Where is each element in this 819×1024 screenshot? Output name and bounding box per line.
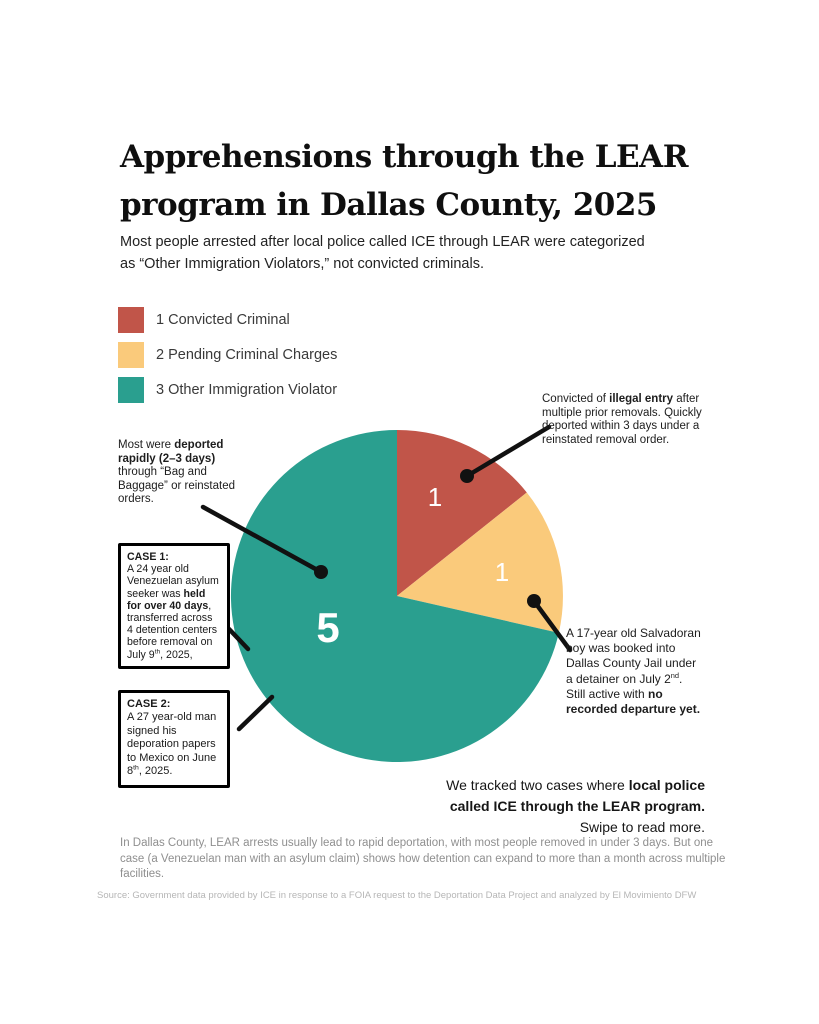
- legend-item-pending-charges: 2 Pending Criminal Charges: [118, 342, 337, 368]
- annotation-salvadoran: A 17-year old Salvadoran boy was booked …: [566, 626, 703, 717]
- tracked-bold-text: local police: [628, 777, 705, 793]
- case1-box: CASE 1: A 24 year old Venezuelan asylum …: [118, 543, 230, 669]
- callout-line-case2: [236, 694, 275, 732]
- swipe-to-read-more: Swipe to read more.: [579, 819, 705, 835]
- case2-heading: CASE 2:: [127, 698, 171, 710]
- callout-line-convicted: [464, 424, 552, 479]
- callout-dot-salvadoran: [527, 594, 541, 608]
- tracked-cases-note: We tracked two cases where local police …: [405, 775, 705, 838]
- legend-item-other-violator: 3 Other Immigration Violator: [118, 377, 337, 403]
- slice-label-convicted: 1: [428, 482, 442, 512]
- callout-dot-convicted: [460, 469, 474, 483]
- annotation-text: through “Bag and Baggage” or reinstated …: [118, 466, 235, 506]
- pie-slice-other-violator: [230, 430, 559, 763]
- annotation-text: . Still active with: [566, 671, 683, 701]
- case2-box: CASE 2: A 27 year-old man signed his dep…: [118, 690, 230, 788]
- case1-heading: CASE 1:: [127, 551, 169, 563]
- case1-superscript: th: [154, 648, 161, 656]
- annotation-text: Most were: [118, 439, 175, 451]
- callout-dot-deported: [314, 565, 328, 579]
- annotation-bold-text: deported rapidly (2–3 days): [118, 439, 224, 465]
- legend-swatch-teal: [118, 377, 144, 403]
- footer-paragraph: In Dallas County, LEAR arrests usually l…: [120, 837, 726, 880]
- slice-label-pending: 1: [495, 557, 509, 587]
- source-attribution: Source: Government data provided by ICE …: [97, 890, 697, 901]
- case1-text: , transferred across 4 detention centers…: [127, 599, 218, 661]
- page-title-line2: program in Dallas County, 2025: [120, 187, 658, 223]
- case1-text: A 24 year old Venezuelan asylum seeker w…: [127, 563, 219, 600]
- case2-text: A 27 year-old man signed his deporation …: [127, 711, 217, 778]
- annotation-text: A 17-year old Salvadoran boy was booked …: [566, 626, 701, 686]
- chart-legend: 1 Convicted Criminal 2 Pending Criminal …: [118, 307, 337, 412]
- annotation-bold-text: illegal entry: [609, 393, 674, 405]
- annotation-convicted: Convicted of illegal entry after multipl…: [542, 393, 706, 447]
- legend-swatch-yellow: [118, 342, 144, 368]
- callout-line-deported: [200, 504, 324, 575]
- pie-slice-convicted-criminal: [397, 430, 527, 596]
- case2-superscript: th: [133, 764, 139, 772]
- page-title-line1: Apprehensions through the LEAR: [120, 139, 688, 175]
- case1-text: , 2025,: [160, 648, 193, 661]
- slice-label-other: 5: [316, 604, 339, 651]
- annotation-superscript: nd: [670, 670, 680, 680]
- annotation-deported: Most were deported rapidly (2–3 days) th…: [118, 439, 248, 507]
- annotation-bold-text: no recorded departure yet.: [566, 686, 701, 717]
- callout-line-salvadoran: [531, 598, 573, 653]
- annotation-text: Convicted of: [542, 393, 610, 405]
- legend-swatch-red: [118, 307, 144, 333]
- callout-line-case1: [226, 626, 251, 652]
- legend-label: 1 Convicted Criminal: [156, 312, 290, 328]
- tracked-text: We tracked two cases where: [446, 777, 629, 793]
- page-title: Apprehensions through the LEAR program i…: [120, 133, 720, 229]
- case2-text: , 2025.: [138, 765, 173, 778]
- legend-label: 2 Pending Criminal Charges: [156, 347, 338, 363]
- legend-label: 3 Other Immigration Violator: [156, 382, 338, 398]
- annotation-text: after multiple prior removals. Quickly d…: [542, 393, 702, 446]
- pie-slice-pending-charges: [397, 492, 563, 633]
- legend-item-convicted-criminal: 1 Convicted Criminal: [118, 307, 337, 333]
- tracked-line1: We tracked two cases where local police: [405, 775, 705, 796]
- tracked-line2: called ICE through the LEAR program.: [449, 798, 705, 814]
- page-subtitle: Most people arrested after local police …: [120, 234, 645, 272]
- case1-bold-text: held for over 40 days: [127, 587, 209, 612]
